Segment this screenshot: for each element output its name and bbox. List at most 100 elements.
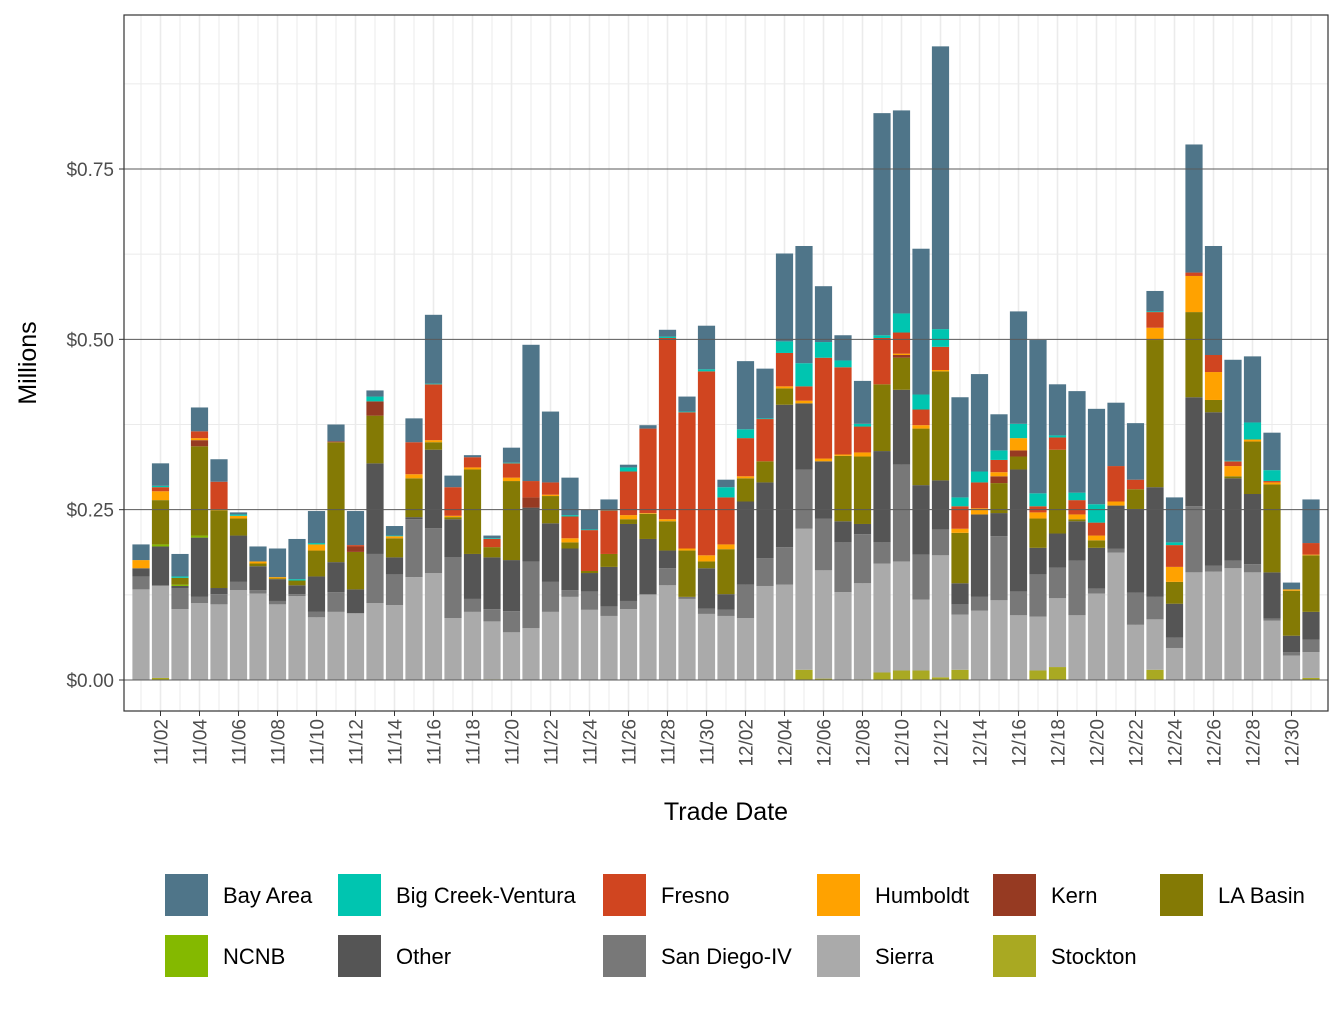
bar-stack-11-10 bbox=[307, 511, 326, 680]
bar-segment-humboldt bbox=[249, 561, 267, 564]
bar-segment-other bbox=[853, 523, 872, 535]
legend-key bbox=[993, 874, 1036, 916]
bar-segment-bay-area bbox=[970, 374, 989, 472]
bar-segment-bay-area bbox=[229, 512, 248, 515]
bar-segment-humboldt bbox=[444, 515, 462, 518]
bar-segment-san-diego-iv bbox=[1107, 548, 1125, 553]
bar-stack-12-06 bbox=[814, 286, 833, 680]
bar-segment-other bbox=[1009, 469, 1028, 592]
bar-segment-bay-area bbox=[717, 479, 735, 488]
bar-segment-fresno bbox=[619, 471, 638, 516]
bar-segment-big-creek-ventura bbox=[756, 418, 774, 420]
bar-segment-bay-area bbox=[1302, 499, 1320, 544]
bar-segment-other bbox=[619, 523, 638, 601]
bar-segment-san-diego-iv bbox=[580, 591, 599, 610]
bar-segment-big-creek-ventura bbox=[1224, 460, 1242, 462]
bar-segment-stockton bbox=[795, 669, 813, 680]
bar-segment-san-diego-iv bbox=[1243, 564, 1262, 573]
bar-stack-11-08 bbox=[268, 548, 287, 680]
bar-segment-san-diego-iv bbox=[639, 594, 657, 595]
bar-segment-humboldt bbox=[1165, 566, 1184, 582]
bar-segment-fresno bbox=[736, 438, 755, 477]
bar-segment-humboldt bbox=[151, 491, 170, 501]
bar-segment-san-diego-iv bbox=[873, 542, 891, 564]
bar-segment-ncnb bbox=[171, 584, 189, 586]
x-tick-label: 11/30 bbox=[698, 719, 719, 765]
bar-segment-humboldt bbox=[1224, 466, 1242, 477]
bar-segment-bay-area bbox=[405, 418, 423, 443]
bar-segment-sierra bbox=[132, 589, 150, 680]
bar-stack-11-05 bbox=[210, 459, 228, 680]
bar-stack-11-13 bbox=[366, 390, 384, 680]
legend-label: San Diego-IV bbox=[661, 944, 792, 969]
bar-segment-fresno bbox=[1204, 355, 1223, 373]
bar-segment-bay-area bbox=[522, 344, 540, 482]
bar-segment-big-creek-ventura bbox=[229, 514, 248, 516]
bar-stack-12-01 bbox=[717, 479, 735, 680]
legend-label: Humboldt bbox=[875, 883, 969, 908]
bar-segment-humboldt bbox=[132, 560, 150, 569]
bar-segment-fresno bbox=[483, 538, 501, 548]
bar-segment-big-creek-ventura bbox=[1165, 542, 1184, 546]
bar-stack-11-20 bbox=[502, 447, 521, 680]
bar-segment-sierra bbox=[327, 611, 345, 680]
bar-segment-other bbox=[600, 566, 618, 607]
bar-segment-la-basin bbox=[1165, 581, 1184, 604]
bar-stack-12-08 bbox=[853, 380, 872, 680]
bar-stack-12-20 bbox=[1087, 408, 1106, 680]
bar-segment-stockton bbox=[912, 670, 930, 680]
bar-segment-kern bbox=[366, 401, 384, 416]
bar-stack-12-14 bbox=[970, 374, 989, 680]
bar-segment-sierra bbox=[736, 617, 755, 680]
bar-segment-humboldt bbox=[951, 528, 969, 533]
x-tick-label: 12/20 bbox=[1088, 719, 1109, 767]
x-tick-label: 12/04 bbox=[776, 719, 797, 767]
bar-segment-san-diego-iv bbox=[931, 529, 950, 556]
bar-segment-sierra bbox=[697, 613, 716, 680]
bar-segment-big-creek-ventura bbox=[366, 396, 384, 402]
bar-segment-sierra bbox=[795, 528, 813, 670]
bar-segment-big-creek-ventura bbox=[151, 485, 170, 488]
bar-segment-san-diego-iv bbox=[288, 594, 306, 597]
bar-segment-san-diego-iv bbox=[463, 598, 482, 612]
bar-segment-kern bbox=[346, 546, 365, 552]
bar-segment-stockton bbox=[873, 672, 891, 680]
bar-segment-fresno bbox=[1302, 543, 1320, 555]
bar-segment-la-basin bbox=[600, 553, 618, 567]
legend-key bbox=[603, 935, 646, 977]
bar-segment-la-basin bbox=[249, 563, 267, 567]
bar-segment-big-creek-ventura bbox=[307, 543, 326, 545]
bar-segment-big-creek-ventura bbox=[288, 579, 306, 581]
bar-segment-humboldt bbox=[1029, 512, 1047, 519]
bar-segment-sierra bbox=[1224, 568, 1242, 680]
bar-stack-12-30 bbox=[1282, 582, 1301, 680]
bar-segment-sierra bbox=[775, 584, 794, 680]
bar-segment-big-creek-ventura bbox=[1068, 492, 1086, 501]
legend-item: San Diego-IV bbox=[603, 935, 792, 977]
bar-segment-big-creek-ventura bbox=[1009, 423, 1028, 439]
bar-segment-humboldt bbox=[639, 513, 657, 514]
bar-segment-san-diego-iv bbox=[658, 568, 677, 586]
bar-segment-fresno bbox=[1263, 481, 1281, 483]
bar-segment-sierra bbox=[483, 621, 501, 680]
y-axis: $0.00 $0.25 $0.50 $0.75 bbox=[66, 160, 124, 692]
bar-segment-other bbox=[541, 523, 560, 582]
bar-stack-11-07 bbox=[249, 546, 267, 680]
bar-segment-humboldt bbox=[1282, 589, 1301, 591]
x-tick-label: 12/26 bbox=[1205, 719, 1226, 767]
bar-segment-other bbox=[132, 568, 150, 577]
bar-segment-bay-area bbox=[171, 553, 189, 577]
bar-segment-stockton bbox=[951, 669, 969, 680]
bar-segment-other bbox=[1185, 397, 1203, 507]
bar-segment-la-basin bbox=[483, 547, 501, 558]
bar-segment-bay-area bbox=[1224, 359, 1242, 461]
x-tick-label: 12/22 bbox=[1127, 719, 1148, 767]
bar-segment-big-creek-ventura bbox=[834, 360, 852, 368]
bar-segment-fresno bbox=[639, 428, 657, 514]
bar-segment-other bbox=[658, 550, 677, 569]
bar-segment-fresno bbox=[873, 337, 891, 385]
bar-segment-other bbox=[1107, 505, 1125, 549]
bar-segment-la-basin bbox=[1146, 340, 1164, 488]
x-tick-label: 11/10 bbox=[308, 719, 329, 765]
bar-stack-12-19 bbox=[1068, 391, 1086, 680]
